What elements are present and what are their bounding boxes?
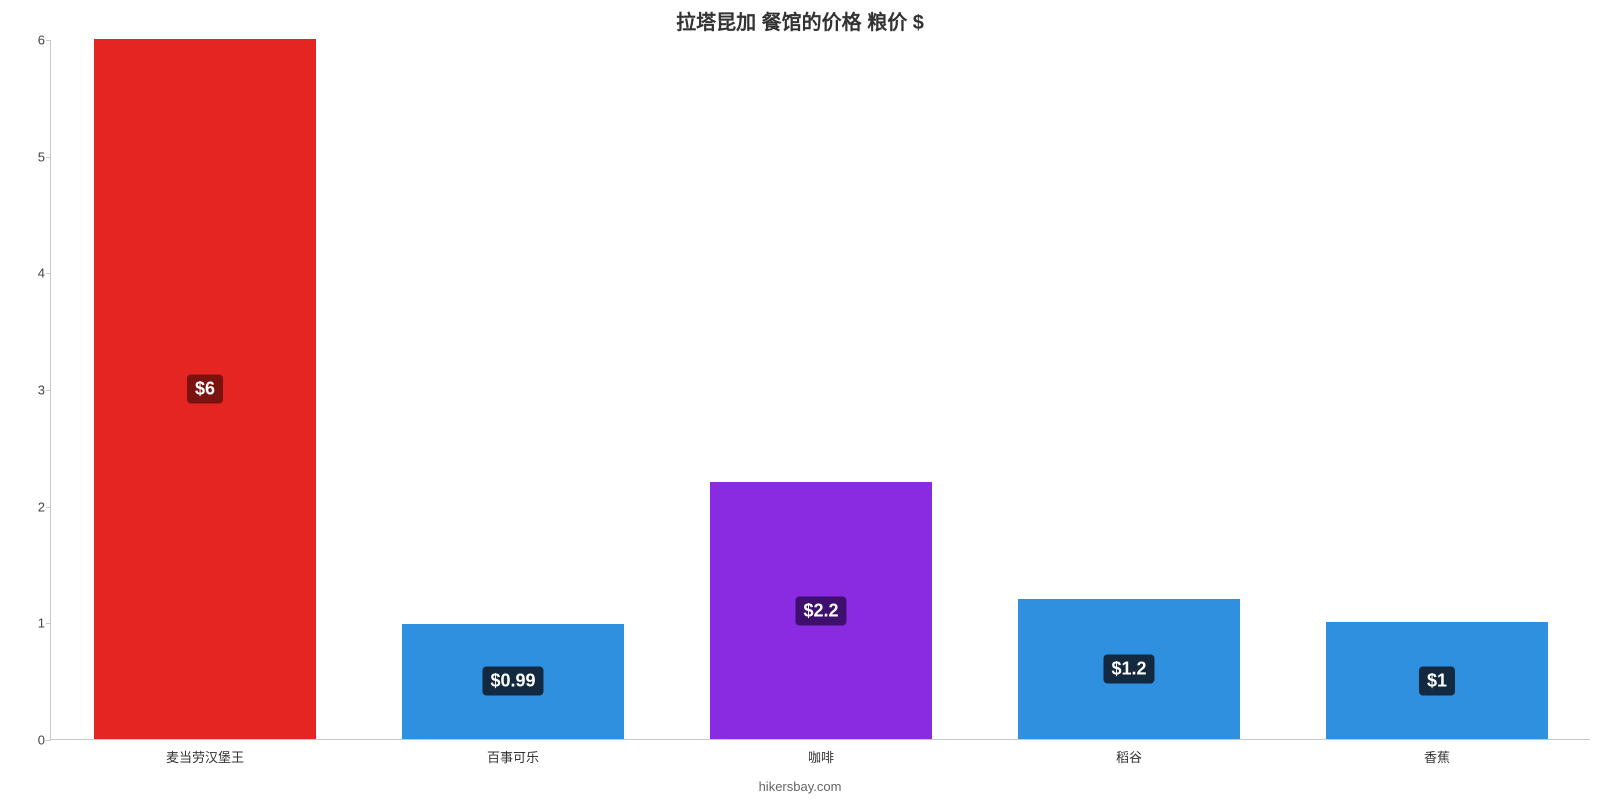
y-tick-mark xyxy=(46,390,51,391)
y-tick-mark xyxy=(46,40,51,41)
y-tick-mark xyxy=(46,157,51,158)
y-tick-mark xyxy=(46,273,51,274)
y-tick-mark xyxy=(46,623,51,624)
y-tick-label: 2 xyxy=(19,499,45,514)
x-tick-label: 百事可乐 xyxy=(487,747,539,766)
bar-value-label: $0.99 xyxy=(482,667,543,696)
x-tick-label: 稻谷 xyxy=(1116,747,1142,766)
bar-value-label: $2.2 xyxy=(795,596,846,625)
x-tick-label: 香蕉 xyxy=(1424,747,1450,766)
bar-value-label: $1 xyxy=(1419,666,1455,695)
y-tick-label: 1 xyxy=(19,616,45,631)
y-tick-mark xyxy=(46,507,51,508)
chart-title: 拉塔昆加 餐馆的价格 粮价 $ xyxy=(0,6,1600,35)
y-tick-label: 6 xyxy=(19,33,45,48)
bar-value-label: $6 xyxy=(187,375,223,404)
y-tick-label: 5 xyxy=(19,149,45,164)
price-bar-chart: 拉塔昆加 餐馆的价格 粮价 $ 0123456$6麦当劳汉堡王$0.99百事可乐… xyxy=(0,0,1600,800)
y-tick-label: 3 xyxy=(19,383,45,398)
plot-area: 0123456$6麦当劳汉堡王$0.99百事可乐$2.2咖啡$1.2稻谷$1香蕉 xyxy=(50,40,1590,740)
y-tick-mark xyxy=(46,740,51,741)
x-tick-label: 咖啡 xyxy=(808,747,834,766)
y-tick-label: 0 xyxy=(19,733,45,748)
bar-value-label: $1.2 xyxy=(1103,655,1154,684)
x-tick-label: 麦当劳汉堡王 xyxy=(166,747,244,766)
chart-credit: hikersbay.com xyxy=(0,779,1600,794)
y-tick-label: 4 xyxy=(19,266,45,281)
